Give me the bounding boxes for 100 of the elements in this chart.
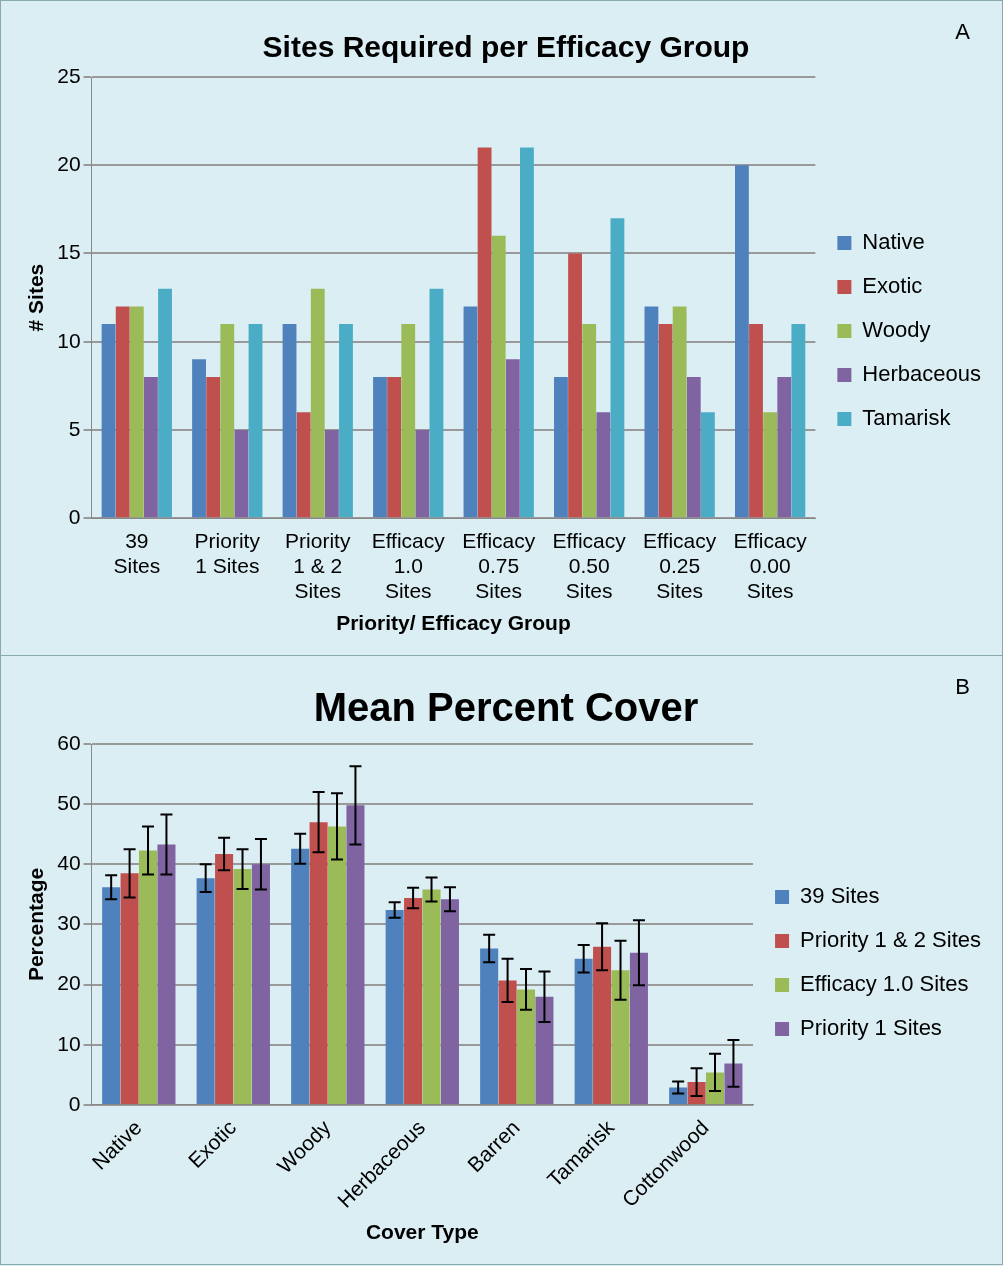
bar: [138, 850, 158, 1104]
bar: [220, 324, 235, 518]
bar: [672, 306, 687, 518]
bar: [120, 873, 139, 1104]
bar: [192, 359, 206, 518]
bar: [234, 429, 249, 518]
legend-label: Exotic: [862, 273, 923, 299]
bar: [477, 147, 492, 518]
bar: [791, 324, 806, 518]
chart-title: Mean Percent Cover: [313, 685, 699, 730]
y-tick-label: 20: [57, 152, 81, 176]
bar: [144, 377, 158, 518]
bar: [763, 412, 778, 518]
chart-title: Sites Required per Efficacy Group: [262, 30, 750, 64]
bar: [415, 429, 430, 518]
bar: [480, 948, 499, 1104]
bar: [310, 288, 325, 518]
bar: [233, 869, 252, 1104]
bar: [251, 864, 270, 1104]
y-tick-label: 10: [57, 1031, 81, 1055]
bar: [535, 996, 554, 1104]
bar: [296, 412, 311, 518]
legend-label: Woody: [862, 317, 931, 343]
bar: [440, 899, 459, 1104]
x-axis-title: Priority/ Efficacy Group: [336, 611, 571, 635]
y-tick-label: 20: [57, 971, 81, 995]
x-tick-label: Efficacy 0.75 Sites: [462, 528, 536, 602]
bar: [387, 377, 402, 518]
bar: [554, 377, 568, 518]
y-tick-label: 25: [57, 63, 81, 87]
bar: [700, 412, 715, 518]
bar: [248, 324, 263, 518]
bar: [282, 324, 297, 518]
bar: [505, 359, 520, 518]
bar: [686, 377, 701, 518]
bar: [327, 826, 347, 1104]
legend-label: Native: [862, 229, 925, 255]
bar: [777, 377, 792, 518]
bar: [498, 980, 517, 1104]
bar: [291, 848, 310, 1104]
bar: [196, 878, 215, 1104]
x-tick-label: Efficacy 0.00 Sites: [733, 528, 808, 602]
bar: [724, 1063, 743, 1104]
bar: [574, 958, 593, 1104]
text: B: [955, 674, 970, 700]
x-tick-label: Priority 1 & 2 Sites: [285, 528, 351, 602]
bar: [102, 887, 121, 1104]
bar: [491, 235, 506, 518]
bar: [401, 324, 416, 518]
legend-label: Tamarisk: [862, 405, 952, 431]
bar: [516, 989, 536, 1104]
bar: [520, 147, 534, 518]
y-tick-label: 50: [57, 790, 81, 814]
x-tick-label: Efficacy 0.25 Sites: [643, 528, 717, 602]
bar: [463, 306, 478, 518]
y-tick-label: 0: [68, 1091, 81, 1115]
legend-label: 39 Sites: [800, 883, 880, 909]
bar: [129, 306, 144, 518]
bar: [157, 844, 176, 1104]
x-tick-label: Priority 1 Sites: [194, 528, 261, 577]
x-tick-label: Efficacy 0.50 Sites: [552, 528, 627, 602]
bar: [324, 429, 339, 518]
bar: [611, 970, 630, 1104]
bar: [158, 288, 172, 518]
bar: [734, 165, 749, 518]
bar: [206, 377, 221, 518]
bar: [644, 306, 659, 518]
bar: [346, 805, 365, 1104]
text: A: [955, 19, 970, 45]
y-tick-label: 60: [57, 730, 81, 754]
bar: [593, 946, 612, 1104]
bar: [101, 324, 116, 518]
y-tick-label: 30: [57, 911, 81, 935]
bar: [596, 412, 611, 518]
bar: [115, 306, 130, 518]
x-tick-label: Efficacy 1.0 Sites: [371, 528, 446, 602]
bar: [373, 377, 387, 518]
bar: [309, 822, 328, 1104]
y-tick-label: 10: [57, 328, 81, 352]
y-tick-label: 15: [57, 240, 81, 264]
bar: [429, 288, 444, 518]
x-tick-label: 39 Sites: [113, 528, 161, 577]
bar: [339, 324, 353, 518]
bar: [629, 952, 648, 1104]
x-axis-title: Cover Type: [365, 1220, 479, 1244]
y-tick-label: 5: [68, 416, 81, 440]
y-tick-label: 40: [57, 851, 81, 875]
legend-label: Herbaceous: [862, 361, 982, 387]
bar: [610, 218, 625, 518]
bar: [385, 910, 404, 1104]
bar: [658, 324, 673, 518]
legend-label: Efficacy 1.0 Sites: [800, 971, 969, 997]
bar: [749, 324, 763, 518]
y-axis-title: Percentage: [24, 867, 48, 982]
bar: [582, 324, 597, 518]
y-tick-label: 0: [68, 505, 81, 528]
bar: [568, 253, 582, 518]
y-axis-title: # Sites: [24, 263, 48, 332]
legend-label: Priority 1 & 2 Sites: [800, 927, 981, 953]
bar: [422, 889, 441, 1104]
